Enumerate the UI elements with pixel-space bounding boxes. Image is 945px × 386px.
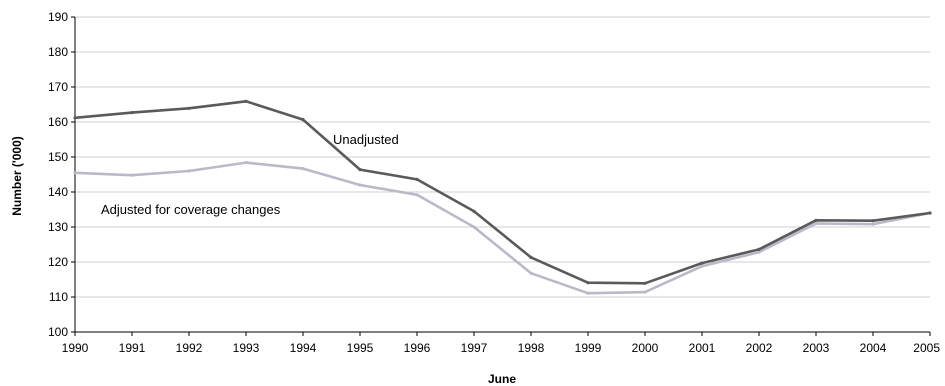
data-point-adjusted: [643, 290, 647, 294]
y-tick-label: 140: [48, 185, 68, 199]
x-tick-label: 1990: [62, 341, 89, 355]
data-point-adjusted: [244, 161, 248, 165]
data-point-unadjusted: [301, 118, 305, 122]
data-point-adjusted: [757, 250, 761, 254]
series-label-adjusted: Adjusted for coverage changes: [101, 202, 281, 217]
axes: [74, 17, 930, 333]
y-tick-label: 170: [48, 80, 68, 94]
data-point-unadjusted: [244, 99, 248, 103]
x-tick-label: 2003: [803, 341, 830, 355]
series-lines: [73, 99, 932, 295]
data-point-adjusted: [814, 221, 818, 226]
data-point-unadjusted: [757, 247, 761, 251]
data-point-adjusted: [358, 183, 362, 187]
data-point-adjusted: [73, 171, 77, 175]
data-point-unadjusted: [187, 106, 191, 110]
data-point-unadjusted: [472, 209, 476, 213]
data-point-adjusted: [700, 264, 704, 268]
series-line-unadjusted: [73, 100, 932, 285]
y-tick-label: 130: [48, 220, 68, 234]
data-point-unadjusted: [73, 116, 77, 120]
data-point-unadjusted: [415, 177, 419, 181]
y-tick-label: 190: [48, 10, 68, 24]
x-tick-label: 2002: [746, 341, 773, 355]
data-point-adjusted: [130, 173, 134, 177]
data-point-unadjusted: [130, 111, 134, 115]
y-tick-labels: 100 110 120 130 140 150 160 170 180 190: [48, 10, 75, 339]
y-axis-title: Number ('000): [10, 136, 24, 216]
data-point-adjusted: [529, 271, 533, 275]
data-point-adjusted: [187, 169, 191, 173]
data-point-adjusted: [472, 225, 476, 229]
data-point-unadjusted: [643, 281, 647, 285]
y-tick-label: 120: [48, 255, 68, 269]
gridlines: [75, 16, 930, 298]
data-point-unadjusted: [871, 219, 875, 223]
x-axis-title: June: [488, 372, 516, 386]
data-point-unadjusted: [814, 218, 818, 222]
x-tick-label: 1998: [518, 341, 545, 355]
x-tick-label: 1996: [404, 341, 431, 355]
x-tick-label: 2000: [632, 341, 659, 355]
data-point-adjusted: [415, 193, 419, 197]
x-tick-label: 1997: [461, 341, 488, 355]
x-tick-label: 2001: [689, 341, 716, 355]
x-tick-label: 1992: [176, 341, 203, 355]
y-tick-label: 180: [48, 45, 68, 59]
data-point-adjusted: [586, 291, 590, 295]
data-point-adjusted: [301, 167, 305, 171]
data-point-adjusted: [871, 222, 875, 226]
x-tick-label: 1993: [233, 341, 260, 355]
series-line-adjusted: [73, 161, 932, 295]
x-tick-labels: 1990 1991 1992 1993 1994 1995 1996 1997 1998 1999…: [62, 332, 940, 355]
y-tick-label: 160: [48, 115, 68, 129]
y-tick-label: 100: [48, 325, 68, 339]
x-tick-label: 2005: [913, 341, 940, 355]
y-tick-label: 150: [48, 150, 68, 164]
data-point-unadjusted: [586, 281, 590, 285]
data-point-unadjusted: [358, 168, 362, 172]
data-point-unadjusted: [928, 211, 932, 215]
x-tick-label: 2004: [860, 341, 887, 355]
data-point-unadjusted: [700, 261, 704, 265]
x-tick-label: 1995: [347, 341, 374, 355]
y-tick-label: 110: [49, 290, 68, 304]
series-label-unadjusted: Unadjusted: [333, 132, 399, 147]
x-tick-label: 1999: [575, 341, 602, 355]
data-point-unadjusted: [529, 255, 533, 259]
x-tick-label: 1994: [290, 341, 317, 355]
x-tick-label: 1991: [119, 341, 146, 355]
